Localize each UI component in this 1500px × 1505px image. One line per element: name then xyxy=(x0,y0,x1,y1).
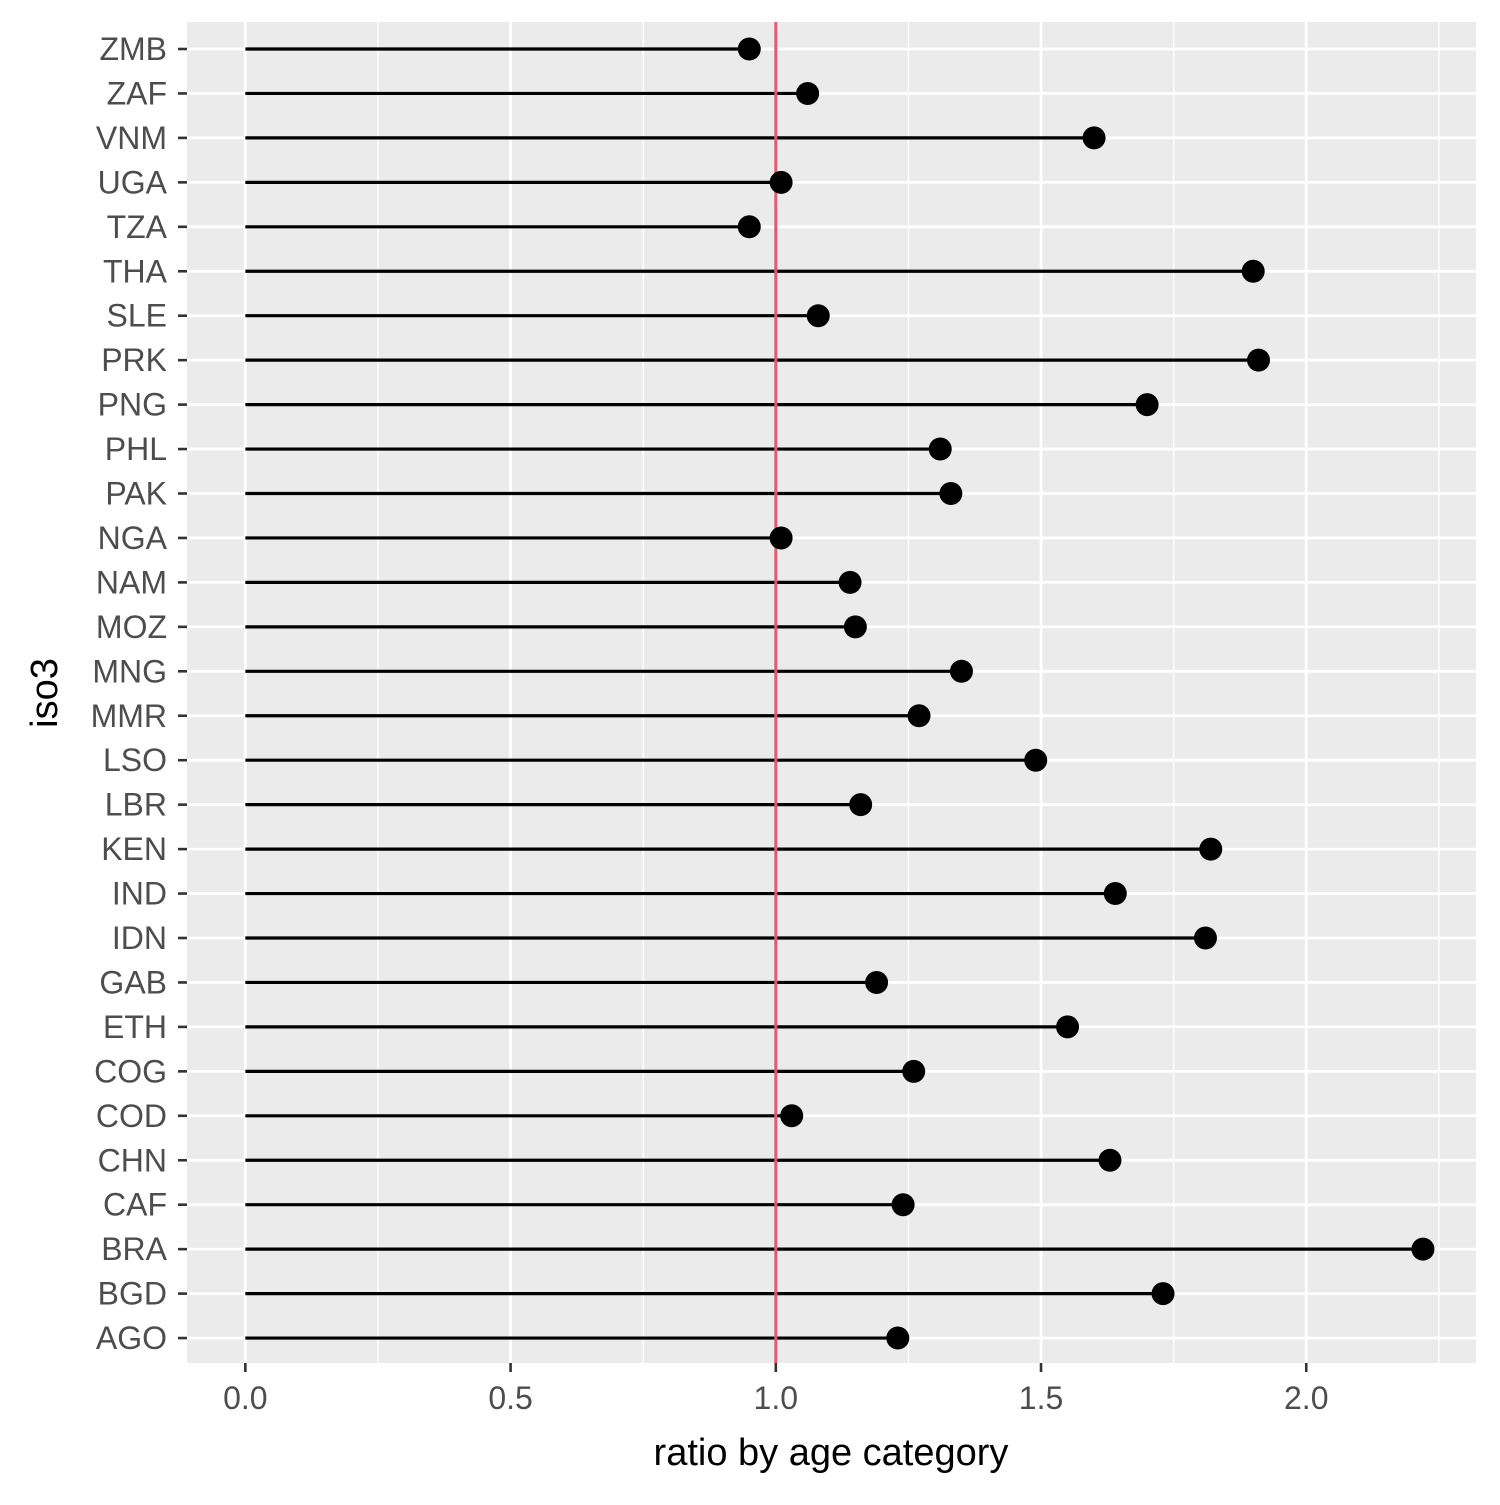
y-tick-label: CHN xyxy=(98,1142,167,1178)
x-tick-label: 2.0 xyxy=(1284,1380,1328,1416)
y-tick-label: IDN xyxy=(112,920,167,956)
lollipop-point xyxy=(891,1193,915,1217)
y-tick-label: GAB xyxy=(99,964,167,1000)
lollipop-point xyxy=(907,704,931,728)
lollipop-point xyxy=(769,170,793,194)
lollipop-point xyxy=(1193,926,1217,950)
lollipop-point xyxy=(737,37,761,61)
lollipop-point xyxy=(1247,348,1271,372)
lollipop-point xyxy=(1151,1282,1175,1306)
lollipop-point xyxy=(1199,837,1223,861)
lollipop-stems xyxy=(245,47,1423,1340)
lollipop-point xyxy=(1098,1148,1122,1172)
minor-gridlines xyxy=(377,22,1440,1363)
lollipop-point xyxy=(1056,1015,1080,1039)
lollipop-point xyxy=(838,570,862,594)
lollipop-point xyxy=(1135,393,1159,417)
y-tick-label: KEN xyxy=(101,831,167,867)
y-tick-label: COG xyxy=(94,1053,167,1089)
y-tick-label: COD xyxy=(96,1098,167,1134)
y-tick-label: UGA xyxy=(98,164,168,200)
y-tick-label: NAM xyxy=(96,564,167,600)
lollipop-point xyxy=(843,615,867,639)
y-axis: ZMB ZAF VNM UGA TZA THA SLE PRK PNG PHL PAK NGA NAM M… xyxy=(91,31,187,1356)
lollipop-point xyxy=(796,81,820,105)
lollipop-point xyxy=(849,793,873,817)
lollipop-point xyxy=(1024,748,1048,772)
y-tick-label: MMR xyxy=(91,698,167,734)
y-tick-label: CAF xyxy=(103,1187,167,1223)
lollipop-points xyxy=(737,37,1435,1350)
y-tick-label: PAK xyxy=(105,476,167,512)
y-tick-label: BRA xyxy=(101,1231,167,1267)
y-tick-label: VNM xyxy=(96,120,167,156)
y-tick-label: IND xyxy=(112,876,167,912)
x-tick-label: 1.5 xyxy=(1019,1380,1063,1416)
x-tick-label: 0.5 xyxy=(488,1380,532,1416)
major-gridlines xyxy=(187,22,1476,1363)
y-tick-label: ZAF xyxy=(107,75,167,111)
y-tick-label: TZA xyxy=(107,209,168,245)
lollipop-point xyxy=(902,1059,926,1083)
x-axis: 0.0 0.5 1.0 1.5 2.0 xyxy=(223,1363,1328,1416)
lollipop-point xyxy=(949,659,973,683)
lollipop-point xyxy=(1103,882,1127,906)
x-tick-label: 0.0 xyxy=(223,1380,267,1416)
y-tick-label: MNG xyxy=(92,653,167,689)
y-tick-label: THA xyxy=(103,253,168,289)
lollipop-point xyxy=(1082,126,1106,150)
lollipop-point xyxy=(737,215,761,239)
y-tick-label: AGO xyxy=(96,1320,167,1356)
lollipop-point xyxy=(939,482,963,505)
y-tick-label: LBR xyxy=(105,787,167,823)
lollipop-point xyxy=(886,1326,910,1350)
lollipop-point xyxy=(928,437,952,461)
plot-panel xyxy=(187,22,1476,1363)
y-tick-label: PNG xyxy=(98,387,167,423)
y-tick-label: ZMB xyxy=(99,31,167,67)
y-tick-label: ETH xyxy=(103,1009,167,1045)
x-axis-title: ratio by age category xyxy=(654,1432,1009,1474)
y-tick-label: NGA xyxy=(98,520,168,556)
y-tick-label: PHL xyxy=(105,431,167,467)
y-tick-label: MOZ xyxy=(96,609,167,645)
lollipop-point xyxy=(1241,259,1265,283)
y-tick-label: SLE xyxy=(107,298,167,334)
lollipop-point xyxy=(806,304,830,328)
lollipop-point xyxy=(780,1104,804,1128)
lollipop-point xyxy=(865,970,889,994)
y-tick-label: BGD xyxy=(98,1276,167,1312)
y-tick-label: PRK xyxy=(101,342,167,378)
y-axis-title: iso3 xyxy=(24,658,66,728)
lollipop-point xyxy=(769,526,793,550)
x-tick-label: 1.0 xyxy=(754,1380,798,1416)
y-tick-label: LSO xyxy=(103,742,167,778)
lollipop-point xyxy=(1411,1237,1435,1261)
